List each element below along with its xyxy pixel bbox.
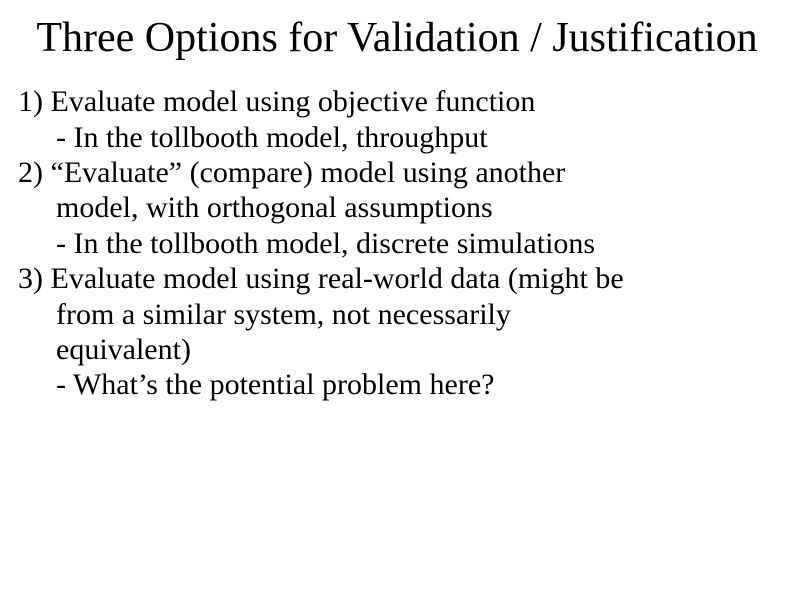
list-item: 2) “Evaluate” (compare) model using anot… <box>18 155 776 190</box>
list-subitem: - In the tollbooth model, discrete simul… <box>56 226 776 261</box>
item-number: 2) <box>18 156 43 189</box>
list-subitem: - What’s the potential problem here? <box>56 367 776 402</box>
slide: Three Options for Validation / Justifica… <box>0 0 794 595</box>
item-text: “Evaluate” (compare) model using another <box>51 156 566 189</box>
slide-title: Three Options for Validation / Justifica… <box>18 14 776 62</box>
list-subitem: - In the tollbooth model, throughput <box>56 120 776 155</box>
item-text: Evaluate model using objective function <box>51 85 536 118</box>
list-item-continuation: from a similar system, not necessarily <box>56 297 776 332</box>
item-number: 1) <box>18 85 43 118</box>
list-item: 3) Evaluate model using real-world data … <box>18 261 776 296</box>
list-item: 1) Evaluate model using objective functi… <box>18 84 776 119</box>
item-number: 3) <box>18 262 43 295</box>
item-text: Evaluate model using real-world data (mi… <box>51 262 624 295</box>
list-item-continuation: equivalent) <box>56 332 776 367</box>
list-item-continuation: model, with orthogonal assumptions <box>56 190 776 225</box>
slide-body: 1) Evaluate model using objective functi… <box>18 84 776 403</box>
